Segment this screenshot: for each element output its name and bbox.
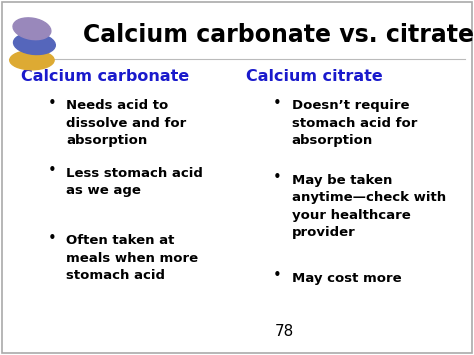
Ellipse shape <box>13 18 51 40</box>
Text: •: • <box>47 163 56 178</box>
Ellipse shape <box>10 50 54 70</box>
Ellipse shape <box>14 33 55 55</box>
Text: May cost more: May cost more <box>292 272 401 285</box>
Text: Often taken at
meals when more
stomach acid: Often taken at meals when more stomach a… <box>66 234 199 282</box>
Text: Needs acid to
dissolve and for
absorption: Needs acid to dissolve and for absorptio… <box>66 99 187 147</box>
Text: •: • <box>47 96 56 111</box>
Text: Less stomach acid
as we age: Less stomach acid as we age <box>66 167 203 197</box>
Text: Doesn’t require
stomach acid for
absorption: Doesn’t require stomach acid for absorpt… <box>292 99 417 147</box>
Text: Calcium carbonate vs. citrate: Calcium carbonate vs. citrate <box>83 23 474 47</box>
Text: •: • <box>273 268 281 283</box>
Text: •: • <box>47 231 56 246</box>
Text: •: • <box>273 170 281 185</box>
Text: •: • <box>273 96 281 111</box>
Text: May be taken
anytime—check with
your healthcare
provider: May be taken anytime—check with your hea… <box>292 174 446 240</box>
Text: Calcium citrate: Calcium citrate <box>246 69 383 84</box>
Text: Calcium carbonate: Calcium carbonate <box>21 69 190 84</box>
Text: 78: 78 <box>275 324 294 339</box>
